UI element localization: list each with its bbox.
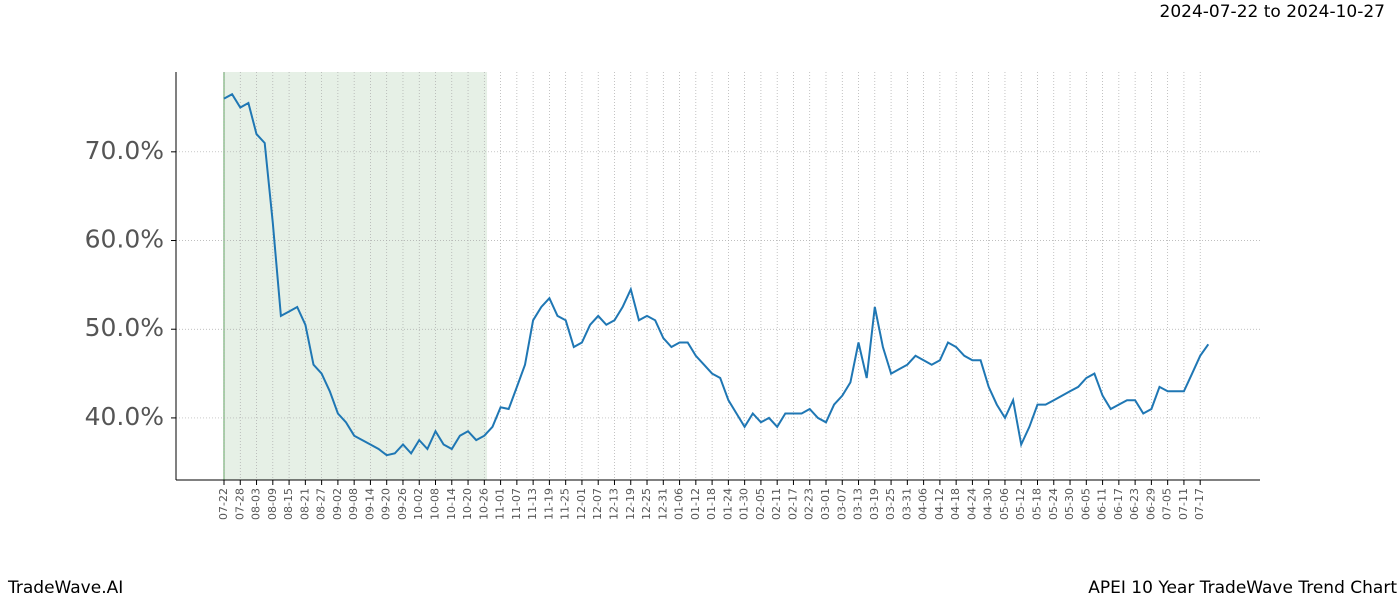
x-tick-label: 12-19 [624,488,637,520]
x-tick-label: 01-18 [705,488,718,520]
brand: TradeWave.AI [7,578,123,598]
x-tick-label: 12-13 [607,488,620,520]
x-tick-label: 06-17 [1112,488,1125,520]
x-tick-label: 11-25 [559,488,572,520]
x-tick-label: 01-12 [689,488,702,520]
x-tick-label: 12-25 [640,488,653,520]
x-tick-label: 09-14 [363,488,376,520]
x-tick-label: 04-18 [949,488,962,520]
x-tick-label: 06-29 [1144,488,1157,520]
x-tick-label: 04-30 [982,488,995,520]
x-tick-label: 09-02 [331,488,344,520]
x-tick-label: 08-15 [282,488,295,520]
x-tick-label: 10-08 [429,488,442,520]
x-tick-label: 02-05 [754,488,767,520]
x-tick-label: 07-05 [1161,488,1174,520]
x-tick-label: 03-01 [819,488,832,520]
x-tick-label: 02-23 [803,488,816,520]
highlight-band [224,72,488,480]
x-tick-label: 10-14 [445,488,458,520]
x-tick-label: 09-08 [347,488,360,520]
x-tick-label: 06-23 [1128,488,1141,520]
x-tick-label: 10-20 [461,488,474,520]
y-tick-label: 60.0% [85,225,164,254]
y-tick-label: 50.0% [85,313,164,342]
x-tick-label: 11-13 [526,488,539,520]
chart-caption: APEI 10 Year TradeWave Trend Chart [1088,578,1397,598]
x-tick-label: 01-30 [738,488,751,520]
x-tick-label: 05-18 [1031,488,1044,520]
x-tick-label: 07-11 [1177,488,1190,520]
x-tick-label: 12-07 [591,488,604,520]
x-tick-label: 08-03 [250,488,263,520]
x-tick-label: 04-06 [917,488,930,520]
date-range: 2024-07-22 to 2024-10-27 [1160,2,1385,22]
y-tick-label: 70.0% [85,136,164,165]
x-tick-label: 05-06 [998,488,1011,520]
x-tick-label: 05-12 [1014,488,1027,520]
x-tick-label: 12-31 [656,488,669,520]
x-tick-label: 11-01 [494,488,507,520]
x-tick-label: 09-20 [380,488,393,520]
x-tick-label: 03-25 [884,488,897,520]
x-tick-label: 04-12 [933,488,946,520]
x-tick-label: 05-24 [1047,488,1060,520]
x-tick-label: 03-13 [852,488,865,520]
x-tick-label: 07-28 [233,488,246,520]
x-tick-label: 03-07 [835,488,848,520]
x-tick-label: 01-24 [721,488,734,520]
x-tick-label: 02-17 [786,488,799,520]
y-tick-label: 40.0% [85,402,164,431]
x-tick-label: 01-06 [673,488,686,520]
x-tick-label: 08-21 [298,488,311,520]
x-tick-label: 06-05 [1079,488,1092,520]
x-tick-label: 06-11 [1096,488,1109,520]
x-tick-label: 07-22 [217,488,230,520]
trend-line [223,92,1210,457]
x-tick-label: 08-27 [315,488,328,520]
x-tick-label: 07-17 [1193,488,1206,520]
x-tick-label: 11-19 [542,488,555,520]
x-tick-label: 03-31 [900,488,913,520]
x-tick-label: 11-07 [510,488,523,520]
x-tick-label: 12-01 [575,488,588,520]
x-tick-label: 03-19 [868,488,881,520]
x-tick-label: 10-26 [477,488,490,520]
x-tick-label: 08-09 [266,488,279,520]
x-tick-label: 04-24 [965,488,978,520]
x-tick-label: 02-11 [770,488,783,520]
x-tick-label: 10-02 [412,488,425,520]
x-tick-label: 09-26 [396,488,409,520]
x-tick-label: 05-30 [1063,488,1076,520]
